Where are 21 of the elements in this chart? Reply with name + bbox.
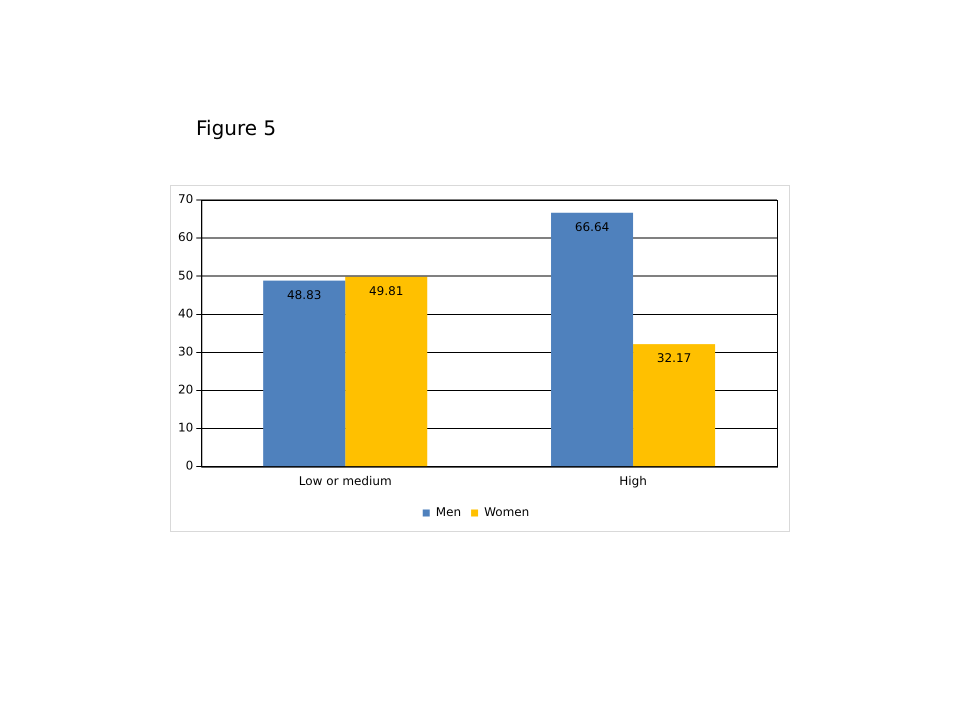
y-tick-label: 10 — [178, 420, 194, 435]
data-label: 66.64 — [574, 220, 610, 234]
bar — [345, 276, 428, 466]
x-tick-label: High — [619, 474, 647, 488]
y-tick-label: 0 — [186, 458, 194, 473]
bar — [263, 280, 346, 466]
data-label: 49.81 — [369, 284, 404, 298]
chart-title: Figure 5 — [196, 116, 276, 140]
x-tick-label: Low or medium — [298, 474, 392, 488]
legend-label: Men — [436, 505, 462, 520]
data-label: 32.17 — [656, 351, 692, 366]
y-tick-label: 50 — [178, 268, 194, 282]
bar — [551, 212, 634, 466]
y-tick-label: 30 — [178, 344, 194, 358]
data-label: 48.83 — [287, 288, 322, 302]
y-tick-label: 40 — [178, 306, 194, 320]
y-tick-label: 60 — [178, 230, 194, 244]
y-tick-label: 70 — [178, 192, 194, 206]
bar — [633, 344, 716, 466]
legend-label: Women — [484, 505, 530, 520]
y-tick-label: 20 — [178, 382, 194, 397]
